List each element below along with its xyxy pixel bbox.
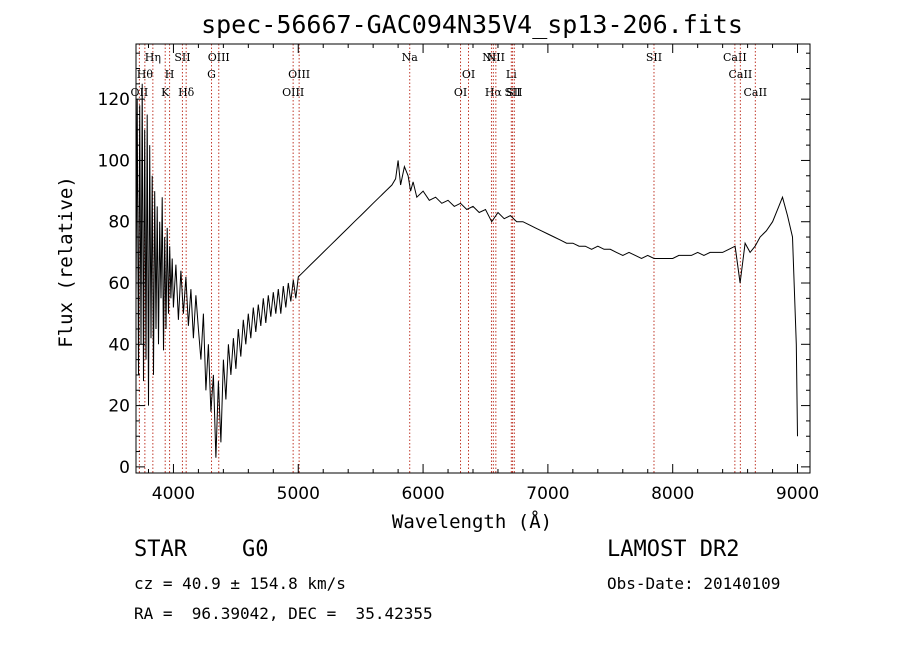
plot-frame (135, 43, 811, 474)
y-tick-label: 120 (98, 90, 130, 110)
line-marker-label-6: Hδ (178, 86, 195, 99)
y-tick-label: 100 (98, 151, 130, 171)
x-tick-label: 6000 (401, 484, 444, 504)
line-marker-label-7: G (207, 68, 216, 81)
x-tick-label: 7000 (526, 484, 569, 504)
line-marker-label-10: OIII (288, 68, 310, 81)
ra-dec-coordinates: RA = 96.39042, DEC = 35.42355 (134, 604, 433, 623)
x-tick-label: 8000 (651, 484, 694, 504)
line-marker-label-4: H (165, 68, 175, 81)
line-marker-label-21: CaII (723, 51, 747, 64)
y-tick-label: 80 (108, 213, 130, 233)
line-marker-label-9: OIII (282, 86, 304, 99)
object-class: STAR (134, 537, 187, 562)
line-marker-label-0: OII (131, 86, 149, 99)
line-marker-label-20: SII (646, 51, 662, 64)
line-marker-label-14: NII (482, 51, 500, 64)
line-marker-label-3: K (161, 86, 170, 99)
y-tick-label: 40 (108, 335, 130, 355)
line-marker-label-18: SII (504, 86, 520, 99)
emission-line-markers: OII Hθ Hη KH SII Hδ G OIII OIII OIII Na OI OI NII Hα NI… (131, 44, 767, 473)
x-axis-ticks: 4000 5000 6000 7000 8000 9000 (147, 44, 819, 504)
y-axis-label: Flux (relative) (55, 176, 77, 348)
line-marker-label-2: Hη (145, 51, 161, 64)
line-marker-label-8: OIII (208, 51, 230, 64)
y-tick-label: 0 (119, 458, 130, 478)
chart-title: spec-56667-GAC094N35V4_sp13-206.fits (201, 10, 743, 39)
y-tick-label: 20 (108, 397, 130, 417)
y-tick-label: 60 (108, 274, 130, 294)
x-axis-label: Wavelength (Å) (392, 510, 552, 533)
object-subclass: G0 (242, 537, 269, 562)
line-marker-label-12: OI (454, 86, 467, 99)
survey-name: LAMOST DR2 (607, 537, 740, 562)
line-marker-label-5: SII (174, 51, 190, 64)
spectrum-series-line (135, 83, 798, 458)
y-axis-ticks: 0 20 40 60 80 100 120 (98, 52, 810, 478)
line-marker-label-17: Li (506, 68, 517, 81)
line-marker-label-1: Hθ (137, 68, 154, 81)
line-marker-label-19: SII (506, 86, 522, 99)
line-marker-label-15: Hα (485, 86, 503, 99)
line-marker-label-23: CaII (743, 86, 767, 99)
line-marker-label-11: Na (402, 51, 419, 64)
x-tick-label: 5000 (277, 484, 320, 504)
observation-date: Obs-Date: 20140109 (607, 574, 781, 593)
line-marker-label-22: CaII (729, 68, 753, 81)
line-marker-label-16: NII (487, 51, 505, 64)
line-marker-label-13: OI (462, 68, 475, 81)
x-tick-label: 4000 (152, 484, 195, 504)
x-tick-label: 9000 (776, 484, 819, 504)
redshift-velocity: cz = 40.9 ± 154.8 km/s (134, 574, 346, 593)
